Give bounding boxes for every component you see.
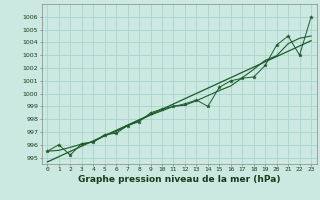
X-axis label: Graphe pression niveau de la mer (hPa): Graphe pression niveau de la mer (hPa) (78, 175, 280, 184)
